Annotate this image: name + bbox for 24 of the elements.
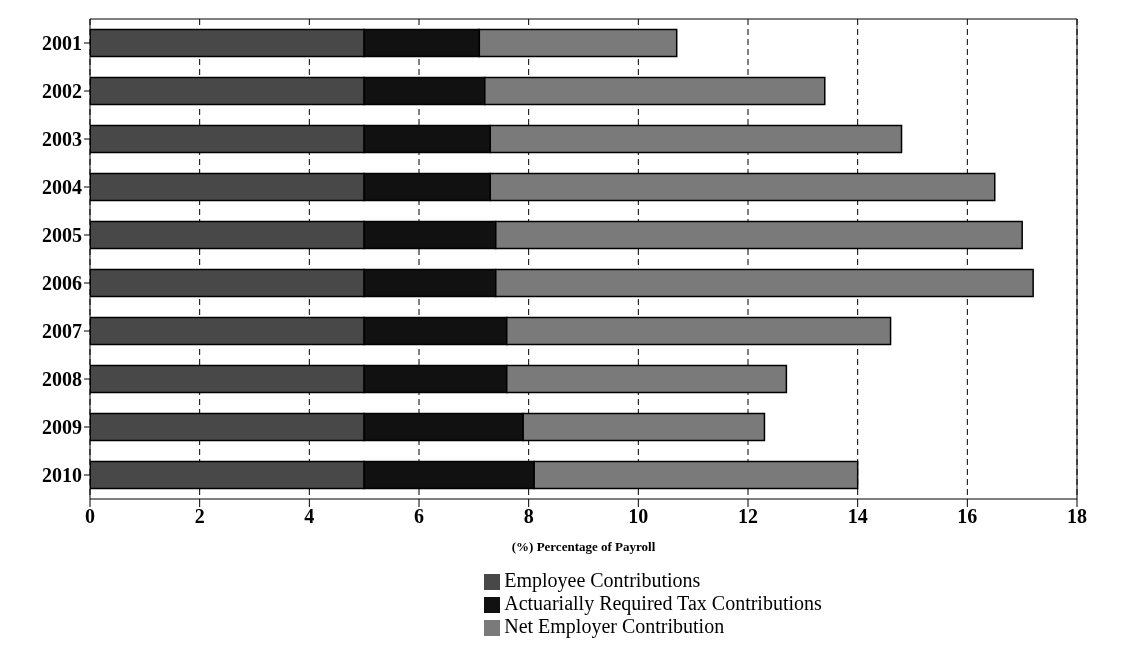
x-tick-label: 6 [414, 505, 424, 528]
x-tick-label: 10 [628, 505, 649, 528]
y-tick-label: 2010 [42, 464, 82, 487]
y-tick-label: 2006 [42, 272, 82, 295]
legend-label: Employee Contributions [504, 569, 701, 591]
x-tick-label: 16 [957, 505, 978, 528]
legend-label: Actuarially Required Tax Contributions [504, 592, 822, 614]
legend-label: Net Employer Contribution [504, 615, 725, 637]
x-tick-label: 4 [304, 505, 315, 528]
y-tick-label: 2009 [42, 416, 82, 439]
y-tick-label: 2002 [42, 80, 82, 103]
x-tick-label: 12 [738, 505, 758, 528]
x-tick-label: 18 [1067, 505, 1087, 528]
y-tick-label: 2008 [42, 368, 82, 391]
y-tick-label: 2003 [42, 128, 82, 151]
y-tick-label: 2007 [42, 320, 82, 343]
x-tick-label: 8 [523, 505, 534, 528]
x-tick-label: 0 [85, 505, 95, 528]
x-tick-label: 14 [847, 505, 868, 528]
y-tick-label: 2001 [42, 32, 82, 55]
x-tick-label: 2 [194, 505, 205, 528]
y-tick-label: 2004 [42, 176, 82, 199]
x-axis-title: (%) Percentage of Payroll [511, 539, 656, 554]
y-tick-label: 2005 [42, 224, 82, 247]
